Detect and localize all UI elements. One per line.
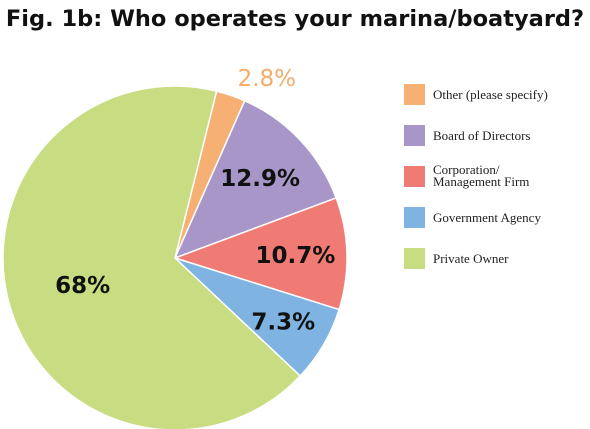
legend-swatch-board-of-directors xyxy=(404,125,425,146)
legend-swatch-corporation-management-firm xyxy=(404,166,425,187)
data-label-other-please-specify: 2.8% xyxy=(238,66,296,92)
legend-item-government-agency: Government Agency xyxy=(404,207,541,228)
chart-title: Fig. 1b: Who operates your marina/boatya… xyxy=(6,6,584,32)
data-label-government-agency: 7.3% xyxy=(251,310,315,336)
data-label-private-owner: 68% xyxy=(55,273,110,299)
data-label-corporation-management-firm: 10.7% xyxy=(256,243,336,269)
legend-label-private-owner: Private Owner xyxy=(433,251,509,266)
pie-slices xyxy=(2,85,348,429)
legend-item-corporation-management-firm: Corporation/Management Firm xyxy=(404,162,529,189)
pie-slice-board-of-directors xyxy=(174,100,337,259)
legend-swatch-other-please-specify xyxy=(404,84,425,105)
legend-item-other-please-specify: Other (please specify) xyxy=(404,84,548,105)
legend-label-board-of-directors: Board of Directors xyxy=(433,128,530,143)
legend-item-private-owner: Private Owner xyxy=(404,248,509,269)
legend-swatch-private-owner xyxy=(404,248,425,269)
pie-slice-corporation-management-firm xyxy=(174,197,348,311)
legend-label-corporation-management-firm: Corporation/Management Firm xyxy=(433,162,529,189)
slice-labels: 2.8% 12.9% 10.7% 7.3% 68% xyxy=(55,66,335,336)
legend-swatch-government-agency xyxy=(404,207,425,228)
data-label-board-of-directors: 12.9% xyxy=(220,166,300,192)
legend-label-other-please-specify: Other (please specify) xyxy=(433,87,548,102)
legend-item-board-of-directors: Board of Directors xyxy=(404,125,530,146)
legend-label-government-agency: Government Agency xyxy=(433,210,541,225)
legend: Other (please specify) Board of Directors… xyxy=(404,84,548,269)
pie-slice-private-owner xyxy=(2,85,301,429)
